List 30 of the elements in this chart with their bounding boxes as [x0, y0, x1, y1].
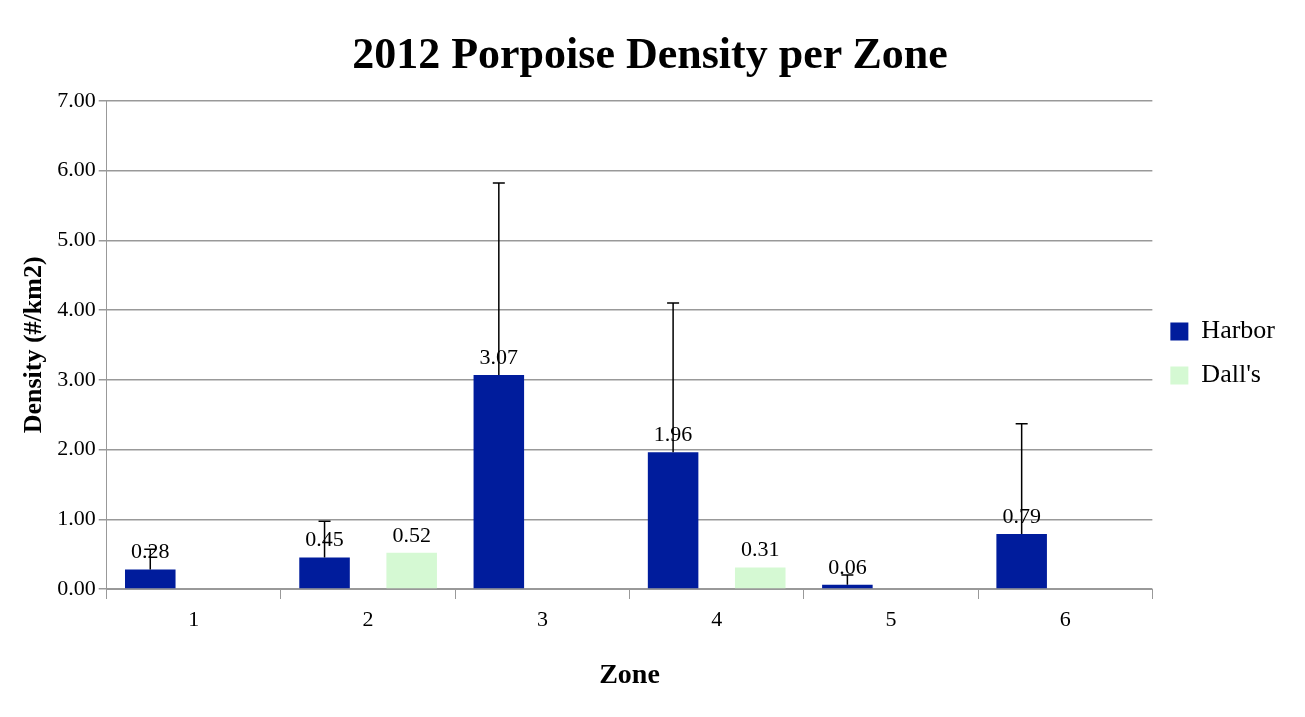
chart-title: 2012 Porpoise Density per Zone — [352, 28, 948, 78]
bar — [734, 567, 786, 589]
x-tick-label: 2 — [362, 605, 374, 631]
x-axis-title: Zone — [599, 658, 660, 690]
x-tick-label: 5 — [885, 605, 897, 631]
y-tick-label: 0.00 — [57, 574, 96, 600]
y-tick-label: 6.00 — [57, 156, 96, 182]
legend-label: Dall's — [1201, 359, 1261, 389]
x-tick-label: 3 — [536, 605, 548, 631]
bar — [386, 552, 437, 589]
legend-label: Harbor — [1201, 315, 1276, 345]
bar — [125, 569, 176, 589]
y-tick-label: 4.00 — [57, 295, 96, 321]
data-label: 0.28 — [131, 538, 170, 564]
x-tick-label: 1 — [188, 605, 200, 631]
y-tick-label: 3.00 — [57, 365, 96, 391]
y-tick-label: 7.00 — [57, 86, 96, 112]
data-label: 0.31 — [740, 536, 780, 562]
bar — [996, 533, 1047, 589]
bar — [647, 452, 699, 589]
bar — [473, 374, 525, 589]
data-label: 0.06 — [828, 553, 867, 579]
y-tick-label: 1.00 — [57, 505, 96, 531]
y-tick-label: 5.00 — [57, 226, 96, 252]
x-tick-label: 6 — [1059, 605, 1071, 631]
y-axis-title: Density (#/km2) — [18, 256, 48, 434]
x-tick-label: 4 — [711, 605, 723, 631]
y-tick-label: 2.00 — [57, 435, 96, 461]
data-label: 0.52 — [392, 521, 431, 547]
bar — [299, 557, 350, 589]
